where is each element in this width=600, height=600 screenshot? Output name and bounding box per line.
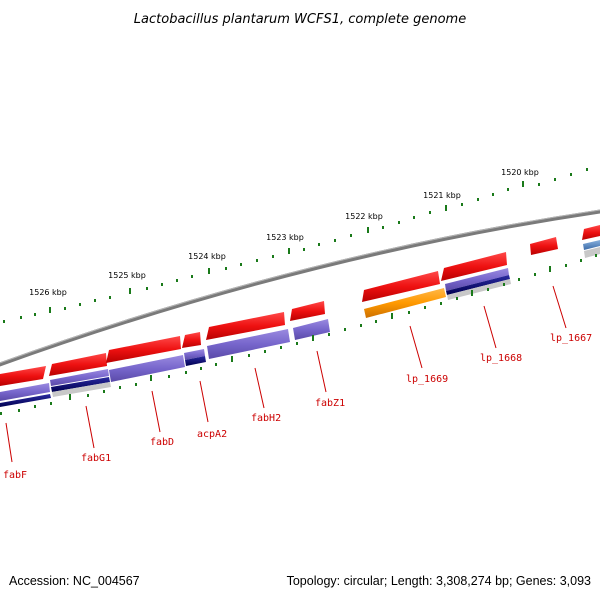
feature-bar-navy (51, 377, 110, 392)
inner-scale-ring (0, 254, 597, 415)
feature-bar-blue (445, 268, 509, 291)
feature-bar-orange (364, 288, 446, 318)
kbp-label: 1522 kbp (345, 212, 383, 221)
gene-arrow-fabF (0, 366, 46, 386)
gene-arrow-fabZ1 (290, 301, 325, 321)
feature-bar-blue (50, 369, 109, 386)
feature-bar-grey (52, 382, 111, 397)
gene-labels: fabF fabG1 fabD acpA2 fabH2 fabZ1 lp_166… (3, 333, 592, 481)
topology-summary-text: Topology: circular; Length: 3,308,274 bp… (286, 574, 591, 588)
feature-bar-blue (184, 349, 205, 360)
gene-arrow-fabD (106, 336, 181, 363)
gene-arrow-acpA2 (182, 332, 201, 348)
feature-bar-blue (0, 383, 50, 401)
accession-text: Accession: NC_004567 (9, 574, 140, 588)
gene-label-lp1668: lp_1668 (480, 353, 522, 364)
kbp-scale-labels: 1520 kbp 1521 kbp 1522 kbp 1523 kbp 1524… (29, 168, 539, 297)
genome-backbone-highlight (0, 209, 600, 364)
feature-bar-steel (583, 240, 600, 250)
kbp-label: 1523 kbp (266, 233, 304, 242)
gene-label-fabF: fabF (3, 470, 27, 481)
gene-arrow-lp1667 (530, 237, 558, 255)
gene-arrow-fabG1 (49, 353, 107, 376)
feature-bar-blue (293, 319, 330, 340)
gene-label-lp1667: lp_1667 (550, 333, 592, 344)
feature-bar-blue (207, 329, 290, 359)
gene-arrow-edge (582, 225, 600, 240)
genome-backbone (0, 209, 600, 367)
gene-label-lp1669: lp_1669 (406, 374, 448, 385)
gene-label-acpA2: acpA2 (197, 429, 227, 440)
gene-arrow-lp1669 (362, 271, 440, 302)
gene-label-fabZ1: fabZ1 (315, 398, 345, 409)
feature-bar-blue (109, 355, 185, 382)
kbp-label: 1526 kbp (29, 288, 67, 297)
kbp-label: 1521 kbp (423, 191, 461, 200)
feature-bar-navy (0, 394, 51, 407)
gene-arrow-fabH2 (206, 312, 285, 340)
feature-bar-navy (185, 356, 206, 366)
kbp-label: 1520 kbp (501, 168, 539, 177)
gene-label-fabG1: fabG1 (81, 453, 111, 464)
kbp-label: 1524 kbp (188, 252, 226, 261)
feature-bar-grey (447, 279, 511, 300)
gene-label-leaders (5, 285, 567, 463)
gene-label-fabD: fabD (150, 437, 174, 448)
feature-tracks (0, 240, 600, 407)
feature-bar-grey (584, 247, 600, 258)
kbp-label: 1525 kbp (108, 271, 146, 280)
gene-label-fabH2: fabH2 (251, 413, 281, 424)
outer-scale-ring (3, 168, 588, 323)
feature-bar-navy (446, 275, 510, 295)
forward-gene-track (0, 225, 600, 386)
gene-arrow-lp1668 (441, 252, 507, 281)
genome-title: Lactobacillus plantarum WCFS1, complete … (134, 12, 466, 27)
